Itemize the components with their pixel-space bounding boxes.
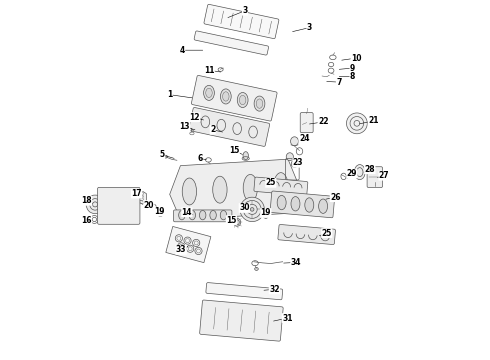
Text: 8: 8 — [350, 72, 355, 81]
Ellipse shape — [346, 113, 368, 134]
Text: 25: 25 — [321, 229, 332, 238]
Ellipse shape — [240, 197, 265, 222]
Text: 24: 24 — [299, 134, 309, 143]
Text: 18: 18 — [81, 196, 92, 205]
FancyBboxPatch shape — [367, 167, 383, 188]
Ellipse shape — [234, 219, 241, 226]
Text: 33: 33 — [176, 246, 186, 255]
Text: 34: 34 — [291, 258, 301, 267]
Ellipse shape — [206, 88, 212, 98]
Text: 13: 13 — [179, 122, 190, 131]
Text: 10: 10 — [351, 54, 362, 63]
FancyBboxPatch shape — [206, 283, 283, 300]
Text: 22: 22 — [318, 117, 328, 126]
Bar — [166, 226, 211, 263]
FancyBboxPatch shape — [199, 300, 283, 341]
Text: 23: 23 — [293, 158, 303, 167]
Ellipse shape — [250, 208, 254, 211]
Ellipse shape — [157, 210, 163, 217]
Text: 5: 5 — [160, 150, 165, 159]
Ellipse shape — [189, 211, 196, 220]
Text: 2: 2 — [210, 125, 215, 134]
Ellipse shape — [291, 160, 298, 167]
Ellipse shape — [291, 197, 300, 211]
Ellipse shape — [240, 95, 246, 105]
Ellipse shape — [254, 96, 265, 111]
FancyBboxPatch shape — [300, 113, 313, 133]
Ellipse shape — [210, 211, 216, 220]
Text: 4: 4 — [180, 46, 185, 55]
Text: 31: 31 — [282, 314, 293, 323]
Ellipse shape — [318, 199, 328, 213]
Text: 7: 7 — [336, 78, 342, 87]
Text: 12: 12 — [190, 113, 200, 122]
Text: 1: 1 — [167, 90, 172, 99]
Ellipse shape — [291, 137, 298, 146]
Text: 3: 3 — [307, 23, 312, 32]
Ellipse shape — [182, 178, 196, 205]
Text: 15: 15 — [226, 216, 237, 225]
Ellipse shape — [237, 93, 248, 108]
Text: 21: 21 — [368, 116, 379, 125]
FancyBboxPatch shape — [270, 191, 335, 218]
FancyBboxPatch shape — [194, 31, 269, 55]
FancyBboxPatch shape — [204, 4, 279, 39]
FancyBboxPatch shape — [278, 225, 336, 244]
Ellipse shape — [179, 211, 185, 220]
Text: 19: 19 — [154, 207, 165, 216]
Text: 9: 9 — [350, 64, 355, 73]
FancyBboxPatch shape — [173, 210, 232, 222]
Ellipse shape — [86, 195, 104, 214]
FancyBboxPatch shape — [98, 187, 140, 224]
Text: 27: 27 — [379, 171, 390, 180]
Ellipse shape — [199, 211, 206, 220]
Text: 30: 30 — [239, 203, 249, 212]
Polygon shape — [170, 159, 298, 220]
Text: 11: 11 — [204, 66, 215, 75]
Text: 25: 25 — [266, 178, 276, 187]
Ellipse shape — [286, 153, 294, 161]
Ellipse shape — [277, 195, 286, 210]
Ellipse shape — [222, 92, 229, 101]
FancyBboxPatch shape — [189, 108, 270, 147]
Text: 3: 3 — [243, 6, 247, 15]
Text: 17: 17 — [131, 189, 142, 198]
Ellipse shape — [263, 212, 269, 219]
Ellipse shape — [305, 198, 314, 212]
FancyBboxPatch shape — [192, 76, 277, 121]
Ellipse shape — [274, 173, 288, 199]
Ellipse shape — [243, 175, 258, 201]
Ellipse shape — [163, 155, 168, 158]
Text: 32: 32 — [269, 285, 280, 294]
Text: 15: 15 — [229, 146, 240, 155]
Ellipse shape — [354, 165, 365, 180]
Ellipse shape — [255, 267, 258, 270]
Text: 28: 28 — [365, 165, 375, 174]
Ellipse shape — [256, 99, 263, 108]
Text: 19: 19 — [261, 208, 271, 217]
Text: 29: 29 — [346, 169, 357, 178]
Text: 14: 14 — [182, 208, 192, 217]
Ellipse shape — [204, 85, 214, 100]
Text: 26: 26 — [330, 193, 341, 202]
Ellipse shape — [220, 89, 231, 104]
Text: 20: 20 — [144, 201, 154, 210]
Text: 6: 6 — [197, 154, 203, 163]
Ellipse shape — [243, 152, 248, 159]
Ellipse shape — [220, 211, 227, 220]
Polygon shape — [136, 192, 147, 204]
Text: 16: 16 — [81, 216, 92, 225]
Ellipse shape — [213, 176, 227, 203]
FancyBboxPatch shape — [254, 177, 308, 196]
